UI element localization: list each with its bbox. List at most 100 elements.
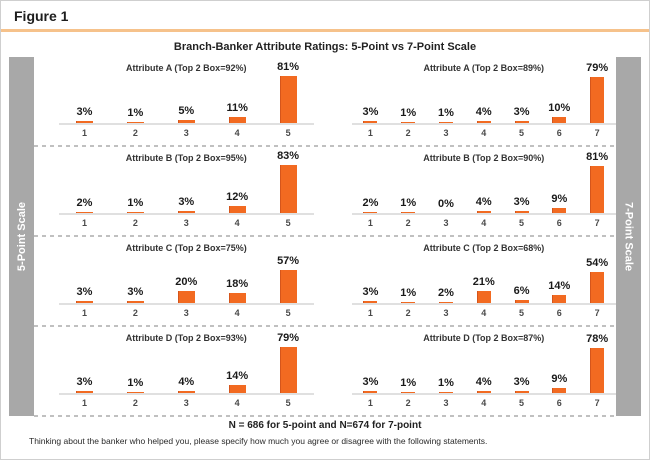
bar-value-label: 3% — [76, 106, 93, 119]
bar-value-label: 1% — [400, 107, 417, 119]
bar-value-label: 83% — [277, 149, 300, 162]
bar-slot: 0% — [427, 199, 465, 213]
bar-value-label: 3% — [76, 376, 93, 389]
bar-slot: 1% — [427, 378, 465, 393]
category-label: 4 — [234, 218, 240, 228]
chart-row: Attribute D (Top 2 Box=93%) 3% 1% 4% 14% 79% 1… — [34, 327, 616, 417]
category-label: 4 — [234, 308, 240, 318]
mini-chart-title: Attribute C (Top 2 Box=75%) — [125, 243, 247, 253]
bar-value-label: 1% — [400, 377, 417, 389]
bar-slot: 21% — [465, 276, 503, 303]
bar — [438, 122, 453, 123]
category-label: 5 — [519, 398, 525, 408]
bar — [75, 121, 93, 123]
bar-value-label: 14% — [548, 279, 571, 292]
bar-area: 3% 1% 2% 21% 6% 14% 54% — [351, 253, 616, 305]
bar-area: 3% 1% 4% 14% 79% — [59, 333, 314, 395]
chart-row: Attribute A (Top 2 Box=92%) 3% 1% 5% 11% 81% 1… — [34, 57, 616, 147]
mini-chart-title: Attribute C (Top 2 Box=68%) — [423, 243, 545, 253]
bar — [514, 391, 529, 393]
bar-value-label: 1% — [438, 107, 454, 119]
chart-main-title: Branch-Banker Attribute Ratings: 5-Point… — [173, 41, 477, 53]
bar — [228, 384, 246, 393]
bar-area: 3% 1% 5% 11% 81% — [59, 62, 314, 125]
bar — [363, 391, 378, 393]
bar-slot: 11% — [212, 102, 263, 123]
bar-slot: 18% — [212, 278, 263, 303]
category-label: 5 — [519, 308, 525, 318]
bar-value-label: 79% — [586, 62, 609, 75]
bar-value-label: 2% — [76, 196, 93, 209]
category-label: 3 — [183, 308, 189, 318]
bar-slot: 3% — [352, 287, 390, 303]
bar-slot: 3% — [59, 377, 110, 393]
bar-slot: 1% — [110, 378, 161, 393]
bar-slot: 3% — [503, 197, 541, 213]
bar-slot: 78% — [578, 333, 616, 393]
left-scale-band: 5-Point Scale — [9, 57, 34, 416]
bar-value-label: 3% — [76, 286, 93, 299]
bar-slot: 14% — [212, 370, 263, 393]
bar — [590, 166, 605, 213]
category-label: 6 — [556, 128, 562, 138]
category-axis: 1 2 3 4 5 — [59, 125, 314, 141]
bar-value-label: 1% — [400, 197, 417, 209]
mini-chart: Attribute B (Top 2 Box=90%) 2% 1% 0% 4% 3% 9% 8… — [351, 147, 616, 237]
bar-slot: 3% — [503, 377, 541, 393]
bar — [590, 271, 605, 303]
bar — [476, 390, 491, 393]
left-scale-label: 5-Point Scale — [15, 201, 28, 272]
category-label: 3 — [443, 218, 449, 228]
bar-slot: 9% — [540, 373, 578, 393]
bar — [177, 211, 195, 213]
bar-area: 2% 1% 3% 12% 83% — [59, 150, 314, 215]
category-label: 4 — [481, 308, 487, 318]
bar-slot: 20% — [161, 277, 212, 303]
bar — [177, 390, 195, 393]
bar — [279, 164, 297, 213]
bar-slot: 3% — [110, 287, 161, 303]
category-label: 3 — [443, 128, 449, 138]
bar-area: 3% 1% 1% 4% 3% 10% 79% — [351, 63, 616, 125]
category-label: 1 — [81, 398, 87, 408]
bar-slot: 1% — [389, 198, 427, 213]
category-label: 7 — [594, 218, 600, 228]
category-label: 5 — [519, 128, 525, 138]
bar-slot: 3% — [352, 107, 390, 123]
category-label: 2 — [132, 398, 138, 408]
bar-slot: 4% — [465, 196, 503, 213]
bar-slot: 2% — [352, 197, 390, 213]
bar — [363, 301, 378, 303]
category-axis: 1 2 3 4 5 6 7 — [352, 395, 616, 411]
bar-slot: 79% — [578, 63, 616, 123]
bar-area: 3% 1% 1% 4% 3% 9% 78% — [351, 333, 616, 395]
bar — [75, 391, 93, 393]
category-label: 4 — [234, 128, 240, 138]
bar-slot: 12% — [212, 192, 263, 213]
category-label: 4 — [481, 218, 487, 228]
bar-value-label: 4% — [178, 375, 195, 388]
bar-value-label: 3% — [513, 376, 530, 389]
category-label: 2 — [405, 218, 411, 228]
bar-value-label: 81% — [586, 151, 609, 164]
bar-value-label: 1% — [127, 377, 144, 389]
bar-slot: 10% — [540, 103, 578, 123]
category-axis: 1 2 3 4 5 6 7 — [352, 125, 616, 141]
category-label: 6 — [556, 218, 562, 228]
bar — [75, 301, 93, 303]
bar-value-label: 79% — [277, 332, 300, 345]
bar — [476, 120, 491, 123]
mini-chart-title: Attribute A (Top 2 Box=89%) — [423, 63, 544, 73]
figure-label: Figure 1 — [14, 8, 69, 24]
mini-chart: Attribute A (Top 2 Box=92%) 3% 1% 5% 11% 81% 1… — [59, 57, 314, 147]
bar-slot: 3% — [352, 377, 390, 393]
category-label: 6 — [556, 398, 562, 408]
category-axis: 1 2 3 4 5 — [59, 305, 314, 321]
bar-slot: 6% — [503, 285, 541, 303]
mini-chart-title: Attribute D (Top 2 Box=93%) — [125, 333, 247, 343]
bar-slot: 4% — [465, 106, 503, 123]
bar-slot: 5% — [161, 106, 212, 123]
row-separator-dashed — [34, 145, 616, 147]
bar — [552, 117, 567, 123]
category-axis: 1 2 3 4 5 6 7 — [352, 305, 616, 321]
